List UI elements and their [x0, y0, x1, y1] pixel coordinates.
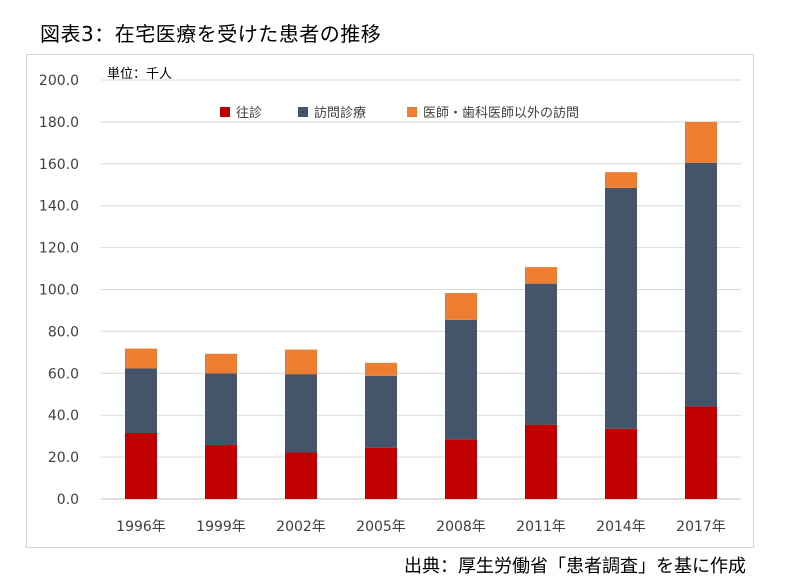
y-tick-label: 160.0 [39, 157, 79, 173]
bar-segment-oushin [125, 433, 157, 499]
bar-segment-other-visit [685, 121, 717, 163]
x-tick-label: 2014年 [596, 519, 646, 535]
bar-segment-houmon-shinryou [685, 162, 717, 407]
x-tick-label: 2005年 [356, 519, 406, 535]
bar-segment-oushin [525, 424, 557, 499]
legend-swatch [407, 107, 417, 117]
bar-segment-oushin [205, 444, 237, 499]
bar-segment-houmon-shinryou [205, 373, 237, 445]
legend-label: 往診 [236, 105, 262, 121]
unit-label: 単位：千人 [107, 66, 172, 82]
legend-label: 訪問診療 [314, 105, 366, 121]
bar-segment-houmon-shinryou [285, 374, 317, 453]
y-tick-label: 200.0 [39, 73, 79, 89]
y-tick-label: 140.0 [39, 199, 79, 215]
bar-segment-oushin [605, 428, 637, 499]
figure-title: 図表3：在宅医療を受けた患者の推移 [40, 22, 382, 46]
bar-segment-houmon-shinryou [365, 375, 397, 448]
y-tick-label: 100.0 [39, 283, 79, 299]
bar-segment-houmon-shinryou [445, 319, 477, 440]
source-note: 出典：厚生労働省「患者調査」を基に作成 [404, 556, 746, 577]
bar-segment-other-visit [445, 293, 477, 320]
x-axis-ticks: 1996年 1999年 2002年 2005年 2008年 2011年 2014年 2017年 [116, 519, 726, 535]
bar-segment-houmon-shinryou [605, 187, 637, 429]
legend: 往診 訪問診療 医師・歯科医師以外の訪問 [220, 105, 579, 121]
bar-segment-other-visit [365, 362, 397, 376]
bar-segment-other-visit [205, 353, 237, 374]
bar-segment-other-visit [605, 172, 637, 188]
y-tick-label: 20.0 [48, 450, 79, 466]
bar-segment-oushin [365, 447, 397, 499]
legend-swatch [220, 107, 230, 117]
bar-segment-houmon-shinryou [525, 283, 557, 425]
y-axis-ticks: 0.0 20.0 40.0 60.0 80.0 100.0 120.0 140.0 160.0 1… [39, 73, 79, 508]
chart-frame: 0.0 20.0 40.0 60.0 80.0 100.0 120.0 140.0 160.0 1… [26, 54, 754, 548]
bar-segment-oushin [685, 406, 717, 499]
x-tick-label: 2008年 [436, 519, 486, 535]
y-tick-label: 0.0 [57, 492, 79, 508]
x-tick-label: 1999年 [196, 519, 246, 535]
x-tick-label: 2011年 [516, 519, 566, 535]
x-tick-label: 2002年 [276, 519, 326, 535]
bar-segment-other-visit [285, 349, 317, 375]
bar-segment-oushin [445, 439, 477, 499]
bar-segment-other-visit [525, 267, 557, 284]
bar-segment-oushin [285, 452, 317, 499]
bar-segment-houmon-shinryou [125, 368, 157, 434]
y-tick-label: 180.0 [39, 115, 79, 131]
y-tick-label: 80.0 [48, 324, 79, 340]
stacked-bar-chart: 0.0 20.0 40.0 60.0 80.0 100.0 120.0 140.0 160.0 1… [39, 66, 741, 535]
y-tick-label: 40.0 [48, 408, 79, 424]
bar-segment-other-visit [125, 348, 157, 369]
legend-label: 医師・歯科医師以外の訪問 [423, 105, 579, 121]
x-tick-label: 1996年 [116, 519, 166, 535]
bars [125, 121, 717, 499]
gridlines [101, 79, 741, 500]
y-tick-label: 60.0 [48, 366, 79, 382]
y-tick-label: 120.0 [39, 241, 79, 257]
legend-swatch [298, 107, 308, 117]
x-tick-label: 2017年 [676, 519, 726, 535]
